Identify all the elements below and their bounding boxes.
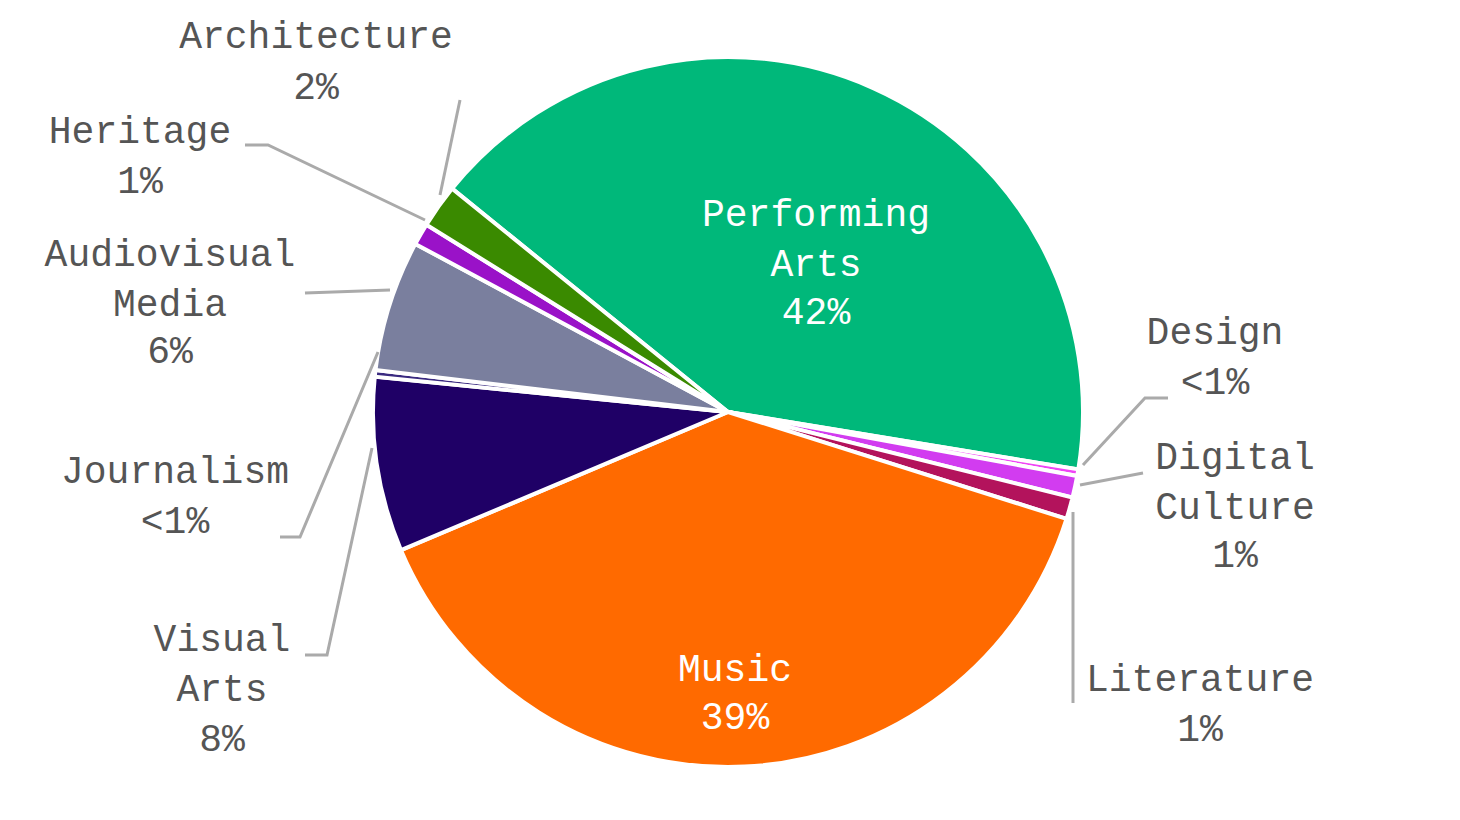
- svg-text:Design: Design: [1147, 312, 1284, 355]
- svg-text:Literature: Literature: [1086, 659, 1314, 702]
- svg-text:Digital: Digital: [1155, 437, 1315, 480]
- svg-text:Culture: Culture: [1155, 487, 1315, 530]
- svg-text:Music: Music: [678, 649, 792, 692]
- svg-text:Performing: Performing: [702, 194, 930, 237]
- svg-text:Media: Media: [113, 284, 227, 327]
- svg-text:42%: 42%: [782, 292, 851, 335]
- svg-text:Journalism: Journalism: [61, 451, 289, 494]
- svg-text:39%: 39%: [701, 697, 770, 740]
- svg-text:2%: 2%: [293, 67, 339, 110]
- svg-text:Arts: Arts: [770, 244, 861, 287]
- svg-text:1%: 1%: [1177, 709, 1223, 752]
- svg-text:Visual: Visual: [154, 619, 291, 662]
- svg-text:<1%: <1%: [1181, 362, 1250, 405]
- svg-text:1%: 1%: [117, 161, 163, 204]
- svg-text:Audiovisual: Audiovisual: [45, 234, 296, 277]
- svg-text:<1%: <1%: [141, 501, 210, 544]
- svg-text:1%: 1%: [1212, 535, 1258, 578]
- svg-text:Architecture: Architecture: [179, 16, 453, 59]
- svg-text:Heritage: Heritage: [49, 111, 231, 154]
- svg-text:8%: 8%: [199, 719, 245, 762]
- svg-text:Arts: Arts: [176, 669, 267, 712]
- svg-text:6%: 6%: [147, 331, 193, 374]
